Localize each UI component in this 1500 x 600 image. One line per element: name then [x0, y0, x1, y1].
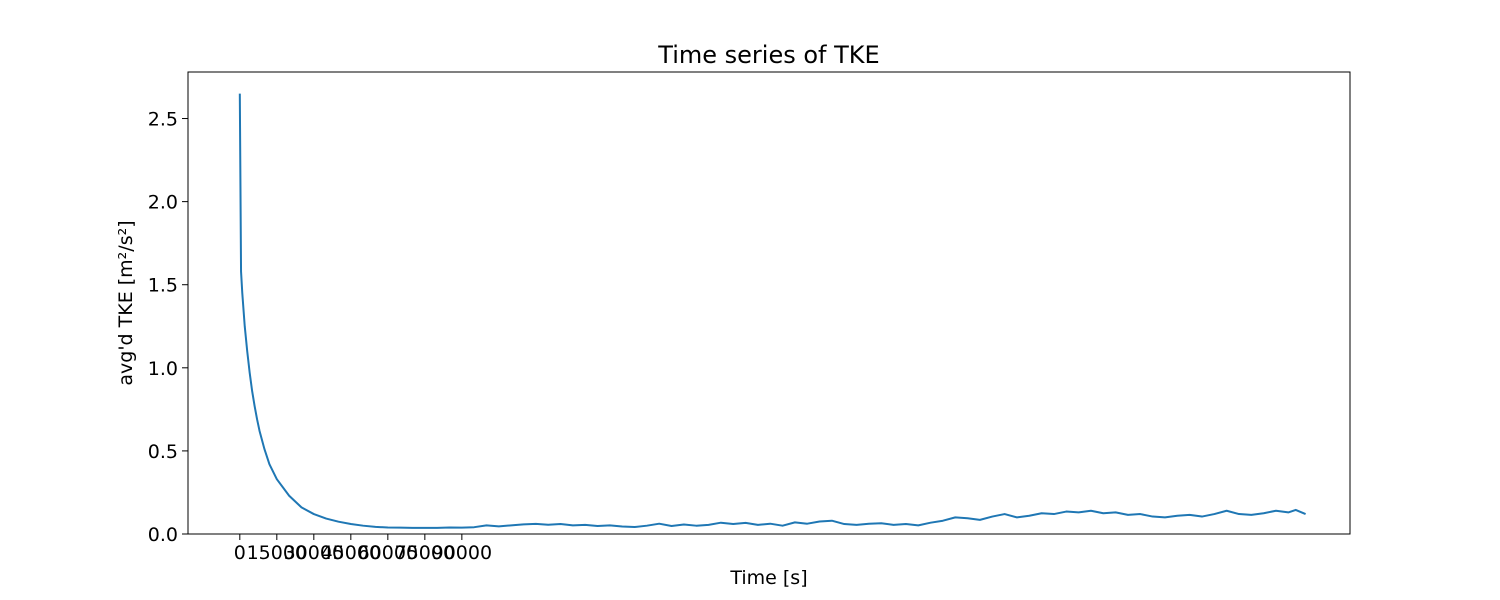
x-tick-label: 60000 — [358, 542, 418, 564]
y-tick-label: 0.5 — [148, 441, 178, 463]
y-tick-label: 0.0 — [148, 524, 178, 546]
y-tick-label: 1.5 — [148, 275, 178, 297]
y-axis-label: avg'd TKE [m²/s²] — [115, 220, 137, 385]
plot-frame — [187, 71, 1351, 535]
series-line-0 — [238, 93, 1306, 529]
y-tick-label: 2.0 — [148, 192, 178, 214]
y-tick-label: 2.5 — [148, 109, 178, 131]
x-axis-label: Time [s] — [729, 567, 807, 589]
x-tick-label: 75000 — [395, 542, 455, 564]
x-tick-label: 30000 — [284, 542, 344, 564]
x-tick-label: 90000 — [432, 542, 492, 564]
chart-title: Time series of TKE — [657, 41, 879, 69]
y-tick-label: 1.0 — [148, 358, 178, 380]
x-tick-label: 15000 — [247, 542, 307, 564]
x-tick-label: 0 — [234, 542, 246, 564]
x-tick-label: 45000 — [321, 542, 381, 564]
